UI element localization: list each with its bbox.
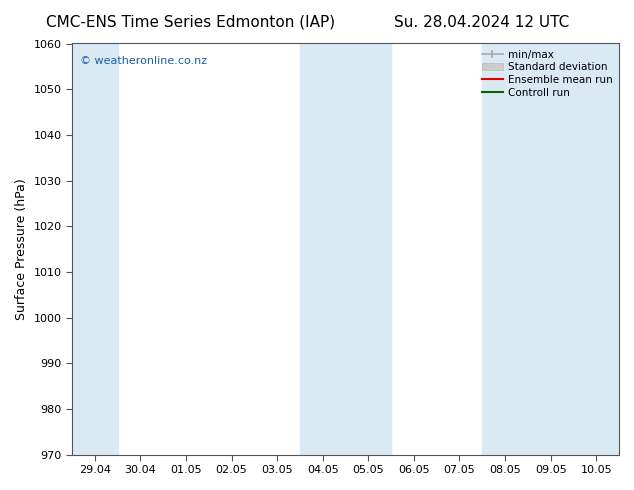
Text: Su. 28.04.2024 12 UTC: Su. 28.04.2024 12 UTC	[394, 15, 569, 30]
Y-axis label: Surface Pressure (hPa): Surface Pressure (hPa)	[15, 178, 28, 320]
Bar	[72, 44, 118, 455]
Legend: min/max, Standard deviation, Ensemble mean run, Controll run: min/max, Standard deviation, Ensemble me…	[479, 47, 616, 100]
Text: CMC-ENS Time Series Edmonton (IAP): CMC-ENS Time Series Edmonton (IAP)	[46, 15, 335, 30]
Text: © weatheronline.co.nz: © weatheronline.co.nz	[81, 56, 207, 66]
Bar	[300, 44, 391, 455]
Bar	[482, 44, 619, 455]
